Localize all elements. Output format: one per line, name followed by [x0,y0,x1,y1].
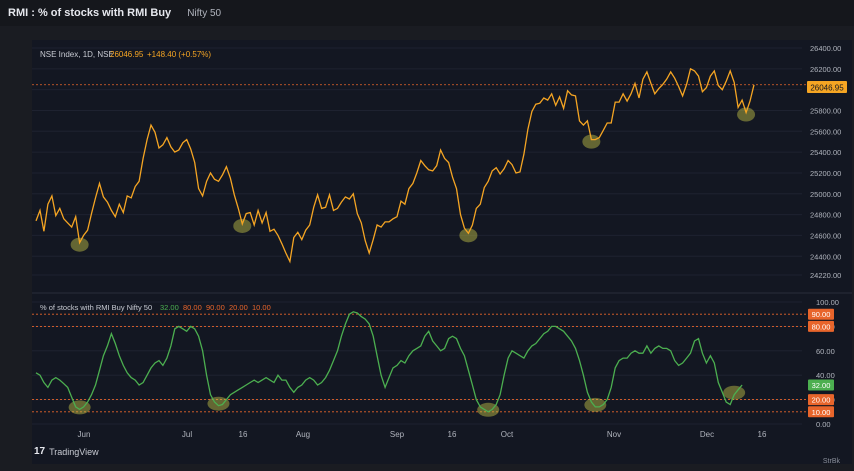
price-legend-change: +148.40 (+0.57%) [147,50,211,59]
indicator-tick-label: 40.00 [816,371,835,380]
price-tick-label: 24400.00 [810,252,841,261]
time-tick-label: Aug [296,430,310,439]
price-highlight-marker [233,218,252,233]
time-tick-label: 16 [239,430,248,439]
highlight-markers [68,107,756,417]
indicator-level-badge [808,379,834,391]
price-tick-label: 26200.00 [810,65,841,74]
price-highlight-marker [459,228,478,243]
time-tick-label: Dec [700,430,714,439]
price-legend-name: NSE Index, 1D, NSE [40,50,114,59]
indicator-level-badge [808,406,834,418]
price-last-badge [807,81,847,93]
chart-symbol: Nifty 50 [187,7,222,19]
price-highlight-marker [582,134,601,149]
footer: 17 TradingView [34,446,99,457]
chart-title: RMI : % of stocks with RMI Buy [8,7,172,19]
indicator-tick-label: 100.00 [816,298,839,307]
price-legend-last: 26046.95 [110,50,144,59]
indicator-level-badge-label: 32.00 [812,381,831,390]
indicator-legend-value: 90.00 [206,303,225,312]
indicator-highlight-marker [477,402,500,417]
time-axis: Jun Jul 16 Aug Sep 16 Oct Nov Dec 16 [78,430,767,439]
indicator-level-badge-label: 20.00 [812,396,831,405]
price-tick-label: 24600.00 [810,231,841,240]
chart-svg[interactable]: 26400.0026200.0026000.0025800.0025600.00… [32,40,852,464]
chart-panel[interactable]: 26400.0026200.0026000.0025800.0025600.00… [32,40,852,464]
time-tick-label: Jun [78,430,91,439]
tradingview-logo-icon: 17 [34,446,46,457]
price-tick-label: 25400.00 [810,148,841,157]
time-tick-label: Sep [390,430,405,439]
time-tick-label: Nov [607,430,621,439]
indicator-tick-label: 60.00 [816,347,835,356]
price-axis: 26400.0026200.0026000.0025800.0025600.00… [810,44,841,280]
price-tick-label: 25800.00 [810,106,841,115]
indicator-levels [32,313,807,413]
indicator-legend-value: 80.00 [183,303,202,312]
price-last-label: 26046.95 [810,84,844,93]
indicator-legend-value: 20.00 [229,303,248,312]
title-bar: RMI : % of stocks with RMI Buy Nifty 50 [0,0,854,26]
indicator-legend-value: 32.00 [160,303,179,312]
price-series-line [35,67,755,264]
price-tick-label: 24220.00 [810,271,841,280]
gridlines [32,47,852,425]
price-tick-label: 24800.00 [810,211,841,220]
price-highlight-marker [70,237,89,252]
indicator-level-badge-label: 80.00 [812,322,831,331]
indicator-legend-values: 32.00 80.00 90.00 20.00 10.00 [160,303,271,312]
indicator-level-badge-label: 90.00 [812,310,831,319]
watermark: StrBk [822,458,840,465]
indicator-highlight-marker [207,396,230,411]
indicator-level-badge [808,308,834,320]
indicator-level-badge [808,320,834,332]
indicator-tick-label: 0.00 [816,420,831,429]
indicator-level-badge-label: 10.00 [812,408,831,417]
time-tick-label: Jul [182,430,192,439]
indicator-legend-value: 10.00 [252,303,271,312]
price-tick-label: 25000.00 [810,190,841,199]
indicator-axis: 100.0080.0060.0040.0020.000.0090.0080.00… [808,298,839,429]
time-tick-label: 16 [758,430,767,439]
price-tick-label: 26400.00 [810,44,841,53]
indicator-level-badge [808,394,834,406]
indicator-highlight-marker [723,385,746,400]
price-tick-label: 25200.00 [810,169,841,178]
price-tick-label: 25600.00 [810,127,841,136]
indicator-highlight-marker [584,397,607,412]
indicator-series-line [35,311,743,413]
tradingview-brand[interactable]: TradingView [49,446,99,457]
time-tick-label: Oct [501,430,514,439]
indicator-legend-name: % of stocks with RMI Buy Nifty 50 [40,303,152,312]
time-tick-label: 16 [448,430,457,439]
